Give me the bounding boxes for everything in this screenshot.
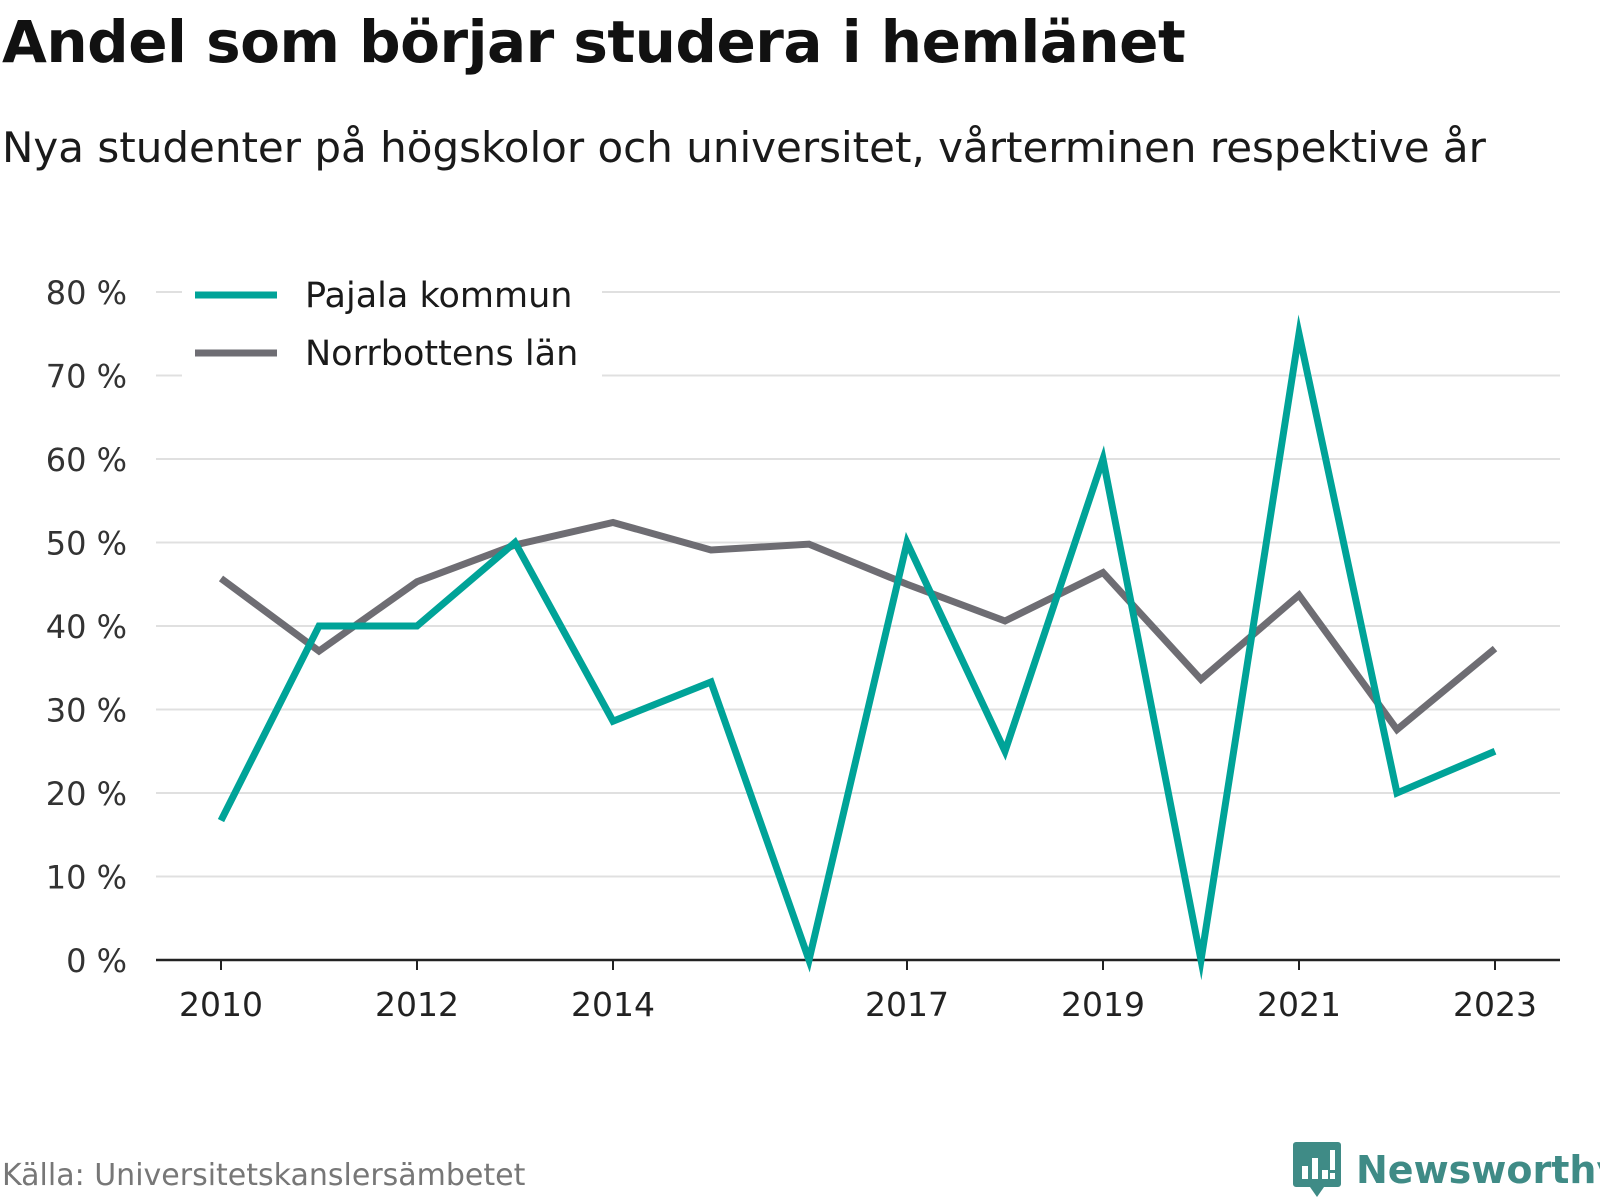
x-tick-label: 2023: [1453, 985, 1537, 1024]
series-line-norrbotten: [218, 518, 1498, 735]
line-chart: 0 % 10 % 20 % 30 % 40 % 50 % 60 % 70 % 80 % 2010…: [45, 268, 1560, 1024]
x-tick-label: 2010: [179, 985, 263, 1024]
x-tick-label: 2017: [865, 985, 949, 1024]
x-tick-label: 2019: [1061, 985, 1145, 1024]
legend-background: [182, 268, 602, 380]
chart-subtitle: Nya studenter på högskolor och universit…: [2, 123, 1486, 172]
chart-title: Andel som börjar studera i hemlänet: [2, 8, 1186, 76]
series-line-pajala: [217, 314, 1497, 981]
y-tick-label: 70 %: [46, 358, 127, 396]
legend: Pajala kommun Norrbottens län: [182, 268, 602, 380]
source-note: Källa: Universitetskanslersämbetet: [2, 1158, 526, 1193]
y-axis-labels: 0 % 10 % 20 % 30 % 40 % 50 % 60 % 70 % 80 %: [46, 274, 127, 980]
y-tick-label: 30 %: [46, 692, 127, 730]
y-tick-label: 80 %: [46, 274, 127, 312]
y-tick-label: 10 %: [46, 859, 127, 897]
brand-name: Newsworthy: [1356, 1148, 1600, 1192]
newsworthy-logo: Newsworthy: [1292, 1140, 1600, 1200]
y-tick-label: 20 %: [46, 775, 127, 813]
bar-chart-icon: [1293, 1142, 1341, 1197]
x-tick-label: 2014: [571, 985, 655, 1024]
series-lines: [217, 314, 1498, 981]
legend-label: Norrbottens län: [305, 334, 578, 374]
x-tick-label: 2021: [1257, 985, 1341, 1024]
x-tick-label: 2012: [375, 985, 459, 1024]
y-tick-label: 50 %: [46, 525, 127, 563]
y-tick-label: 40 %: [46, 608, 127, 646]
y-tick-label: 60 %: [46, 441, 127, 479]
legend-label: Pajala kommun: [305, 276, 572, 316]
x-axis: 2010 2012 2014 2017 2019 2021 2023: [156, 958, 1560, 1024]
y-tick-label: 0 %: [66, 942, 127, 980]
